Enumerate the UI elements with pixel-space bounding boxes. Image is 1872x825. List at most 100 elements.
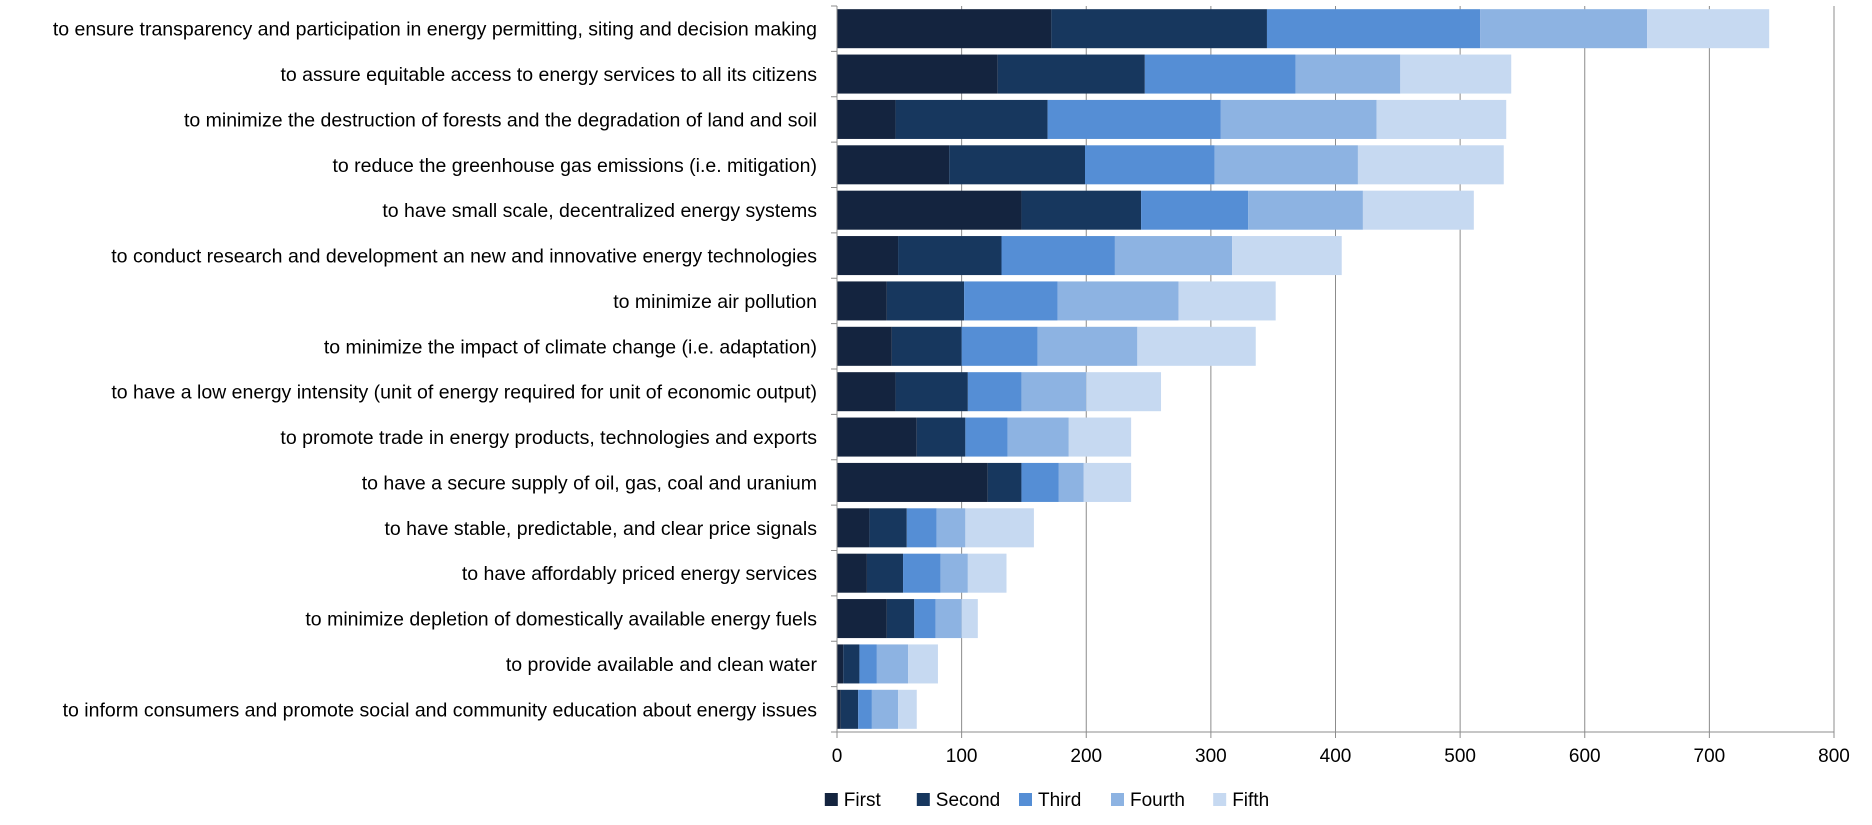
bar-segment-first (837, 145, 950, 185)
bar-segment-first (837, 553, 867, 593)
bar-segment-fourth (1057, 281, 1179, 321)
x-tick-label: 300 (1195, 746, 1227, 767)
legend-item-second: Second (916, 790, 1000, 811)
bar-segment-first (837, 508, 870, 548)
bar-segment-fourth (935, 599, 962, 639)
category-labels: to ensure transparency and participation… (53, 19, 818, 722)
bar-segment-second (840, 689, 859, 729)
category-label: to assure equitable access to energy ser… (280, 64, 817, 86)
category-label: to ensure transparency and participation… (53, 19, 817, 41)
bar-segment-fifth (1232, 236, 1342, 276)
bar-segment-fifth (1362, 190, 1474, 230)
bar-segment-third (906, 508, 937, 548)
bar-segment-second (916, 417, 966, 457)
bar-segment-fourth (1021, 372, 1087, 412)
legend-label: First (844, 790, 882, 811)
bar-segment-first (837, 462, 988, 502)
bar-segment-fifth (1400, 54, 1512, 94)
bar-segment-third (1001, 236, 1115, 276)
bar-segment-first (837, 190, 1022, 230)
legend-label: Third (1038, 790, 1081, 811)
category-label: to have a secure supply of oil, gas, coa… (362, 472, 817, 494)
bar-segment-third (903, 553, 941, 593)
bar-segment-third (1085, 145, 1215, 185)
bar-segment-second (987, 462, 1022, 502)
bar-segment-fourth (871, 689, 899, 729)
bar-segment-third (914, 599, 936, 639)
legend-item-third: Third (1019, 790, 1081, 811)
x-tick-labels: 0 100 200 300 400 500 600 700 800 (832, 746, 1850, 767)
bar-segment-fourth (1007, 417, 1069, 457)
legend-item-fifth: Fifth (1213, 790, 1269, 811)
legend-swatch (1213, 793, 1227, 806)
bar-segment-fourth (1214, 145, 1358, 185)
category-label: to conduct research and development an n… (111, 246, 817, 268)
category-label: to minimize the destruction of forests a… (184, 109, 817, 131)
category-label: to have a low energy intensity (unit of … (111, 382, 817, 404)
x-tick-label: 500 (1444, 746, 1476, 767)
bar-segment-fourth (1058, 462, 1084, 502)
bar-segment-second (866, 553, 904, 593)
category-label: to have stable, predictable, and clear p… (384, 518, 817, 540)
category-label: to provide available and clean water (506, 654, 818, 676)
category-label: to minimize the impact of climate change… (324, 336, 817, 358)
bar-segment-fifth (965, 508, 1034, 548)
bar-segment-third (1141, 190, 1249, 230)
axes-layer (831, 5, 1835, 738)
bar-segment-fifth (961, 599, 978, 639)
bar-segment-fourth (876, 644, 909, 684)
bar-segment-second (895, 99, 1048, 139)
legend-swatch (1019, 793, 1032, 806)
bar-segment-fourth (940, 553, 968, 593)
x-tick-label: 600 (1569, 746, 1601, 767)
bar-segment-third (964, 281, 1058, 321)
bar-segment-first (837, 54, 998, 94)
category-label: to reduce the greenhouse gas emissions (… (332, 155, 817, 177)
legend-item-fourth: Fourth (1111, 790, 1185, 811)
bar-segment-third (1266, 9, 1481, 49)
x-tick-label: 0 (832, 746, 843, 767)
bar-segment-first (837, 281, 887, 321)
category-label: to minimize air pollution (613, 291, 817, 313)
category-label: to minimize depletion of domestically av… (305, 609, 817, 631)
legend-label: Second (936, 790, 1000, 811)
bar-segment-fourth (1480, 9, 1648, 49)
legend-swatch (916, 793, 930, 806)
bar-segment-first (837, 236, 899, 276)
bar-segment-fifth (1357, 145, 1504, 185)
bar-segment-first (837, 644, 844, 684)
bar-segment-third (967, 372, 1022, 412)
bar-segment-third (1021, 462, 1059, 502)
bar-segment-second (869, 508, 907, 548)
bar-segment-fourth (1037, 326, 1138, 366)
bar-segment-first (837, 372, 896, 412)
bar-segment-third (965, 417, 1008, 457)
legend-label: Fourth (1130, 790, 1185, 811)
bar-segment-fourth (1114, 236, 1233, 276)
bar-segment-fifth (1086, 372, 1162, 412)
bar-segment-fourth (936, 508, 966, 548)
legend-swatch (1111, 793, 1124, 806)
bar-segment-first (837, 417, 917, 457)
legend-swatch (824, 793, 838, 806)
bar-segment-first (837, 599, 887, 639)
category-label: to have affordably priced energy service… (462, 563, 817, 585)
legend: First Second Third Fourth Fifth (824, 790, 1269, 811)
legend-label: Fifth (1232, 790, 1269, 811)
bar-segment-fifth (1083, 462, 1132, 502)
x-tick-label: 100 (946, 746, 978, 767)
bar-segment-fourth (1295, 54, 1401, 94)
bar-segment-fourth (1248, 190, 1363, 230)
bar-segment-second (1051, 9, 1267, 49)
bar-segment-third (961, 326, 1038, 366)
bar-segment-second (949, 145, 1086, 185)
bar-segment-third (1144, 54, 1296, 94)
x-tick-label: 400 (1320, 746, 1352, 767)
bar-segment-fifth (1647, 9, 1770, 49)
x-tick-label: 200 (1070, 746, 1102, 767)
bar-segment-first (837, 689, 841, 729)
bar-segment-fifth (898, 689, 917, 729)
bar-segment-second (898, 236, 1002, 276)
x-tick-label: 700 (1694, 746, 1726, 767)
